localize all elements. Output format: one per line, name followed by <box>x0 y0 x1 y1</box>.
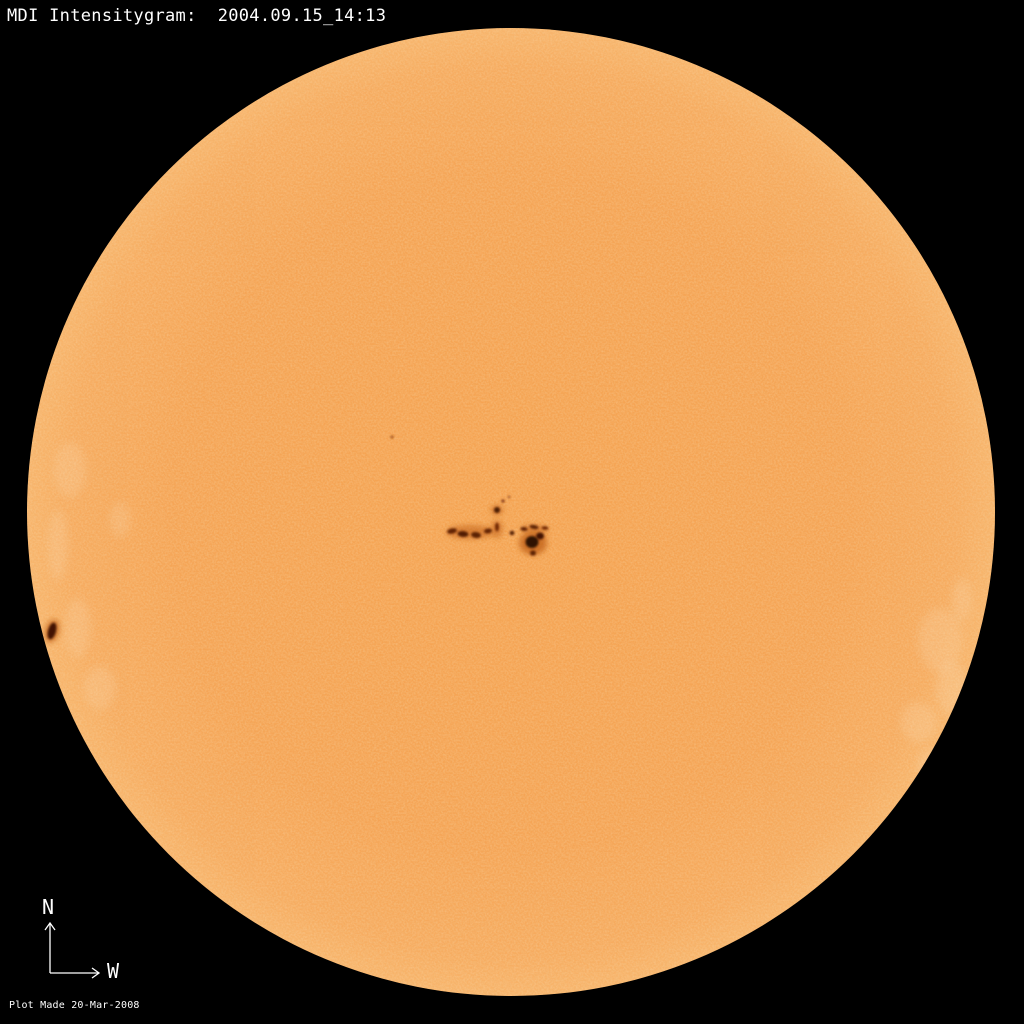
facula <box>54 442 86 498</box>
sunspot-umbra <box>447 528 457 534</box>
facula <box>900 702 936 742</box>
sunspot-umbra <box>471 531 481 539</box>
sunspot-umbra <box>507 495 511 499</box>
facula <box>84 666 116 710</box>
sunspot-umbra <box>495 522 499 532</box>
facula <box>48 510 68 580</box>
facula <box>65 598 91 658</box>
sunspot-umbra <box>541 526 549 530</box>
compass-west-label: W <box>107 959 120 983</box>
facula <box>110 502 130 538</box>
compass-rose <box>44 921 101 979</box>
sunspot-umbra <box>457 530 469 538</box>
sunspot-umbra <box>501 499 505 503</box>
sunspot-umbra <box>530 550 536 556</box>
sunspot-umbra <box>529 524 539 530</box>
sunspot-umbra <box>494 507 500 513</box>
compass-west-arrowhead-icon <box>91 967 101 979</box>
sunspot-umbra <box>509 530 515 536</box>
sunspot-umbra <box>525 536 539 548</box>
sunspot-umbra <box>536 532 544 540</box>
sunspot-umbra <box>520 526 528 532</box>
sunspot-umbra <box>484 528 492 534</box>
plot-made-caption: Plot Made 20-Mar-2008 <box>9 1000 140 1011</box>
granulation-noise-dark <box>27 28 995 996</box>
image-title: MDI Intensitygram: 2004.09.15_14:13 <box>7 6 387 26</box>
sunspot-penumbra <box>446 525 494 539</box>
facula <box>952 578 972 622</box>
sunspot-umbra-layer <box>47 435 549 640</box>
facula <box>918 608 962 672</box>
compass-north-label: N <box>42 895 55 919</box>
compass-north-arrowhead-icon <box>44 921 56 931</box>
sunspot-umbra <box>390 435 394 439</box>
sunspot-umbra <box>47 622 57 640</box>
